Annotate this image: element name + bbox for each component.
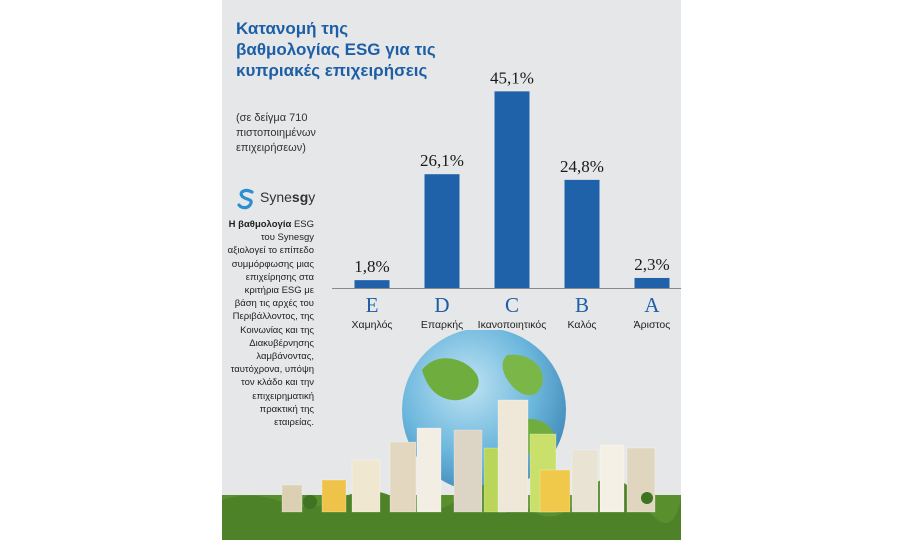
- category-letter-e: E: [366, 293, 379, 317]
- category-label-c: Ικανοποιητικός: [478, 319, 547, 330]
- value-label-c: 45,1%: [490, 68, 534, 87]
- value-label-e: 1,8%: [354, 257, 389, 276]
- chart-subtitle: (σε δείγμα 710 πιστοποιημένων επιχειρήσε…: [236, 112, 316, 154]
- synesgy-wordmark: Synesgy: [260, 189, 315, 205]
- description-body: ESG του Synesgy αξιολογεί το επίπεδο συμ…: [227, 219, 314, 429]
- bar-a: [634, 277, 670, 288]
- category-label-a: Άριστος: [634, 319, 671, 330]
- synesgy-logo: Synesgy: [234, 187, 324, 211]
- value-label-b: 24,8%: [560, 157, 604, 176]
- synesgy-s-icon: [237, 188, 254, 210]
- value-label-d: 26,1%: [420, 151, 464, 170]
- brand-name-bold: sg: [291, 189, 309, 205]
- category-letter-d: D: [434, 293, 449, 317]
- description-text: Η βαθμολογία ESG του Synesgy αξιολογεί τ…: [222, 218, 314, 429]
- infographic-panel: Κατανομή της βαθμολογίας ESG για τις κυπ…: [222, 0, 681, 540]
- description-lead: Η βαθμολογία: [228, 219, 292, 230]
- category-label-d: Επαρκής: [421, 319, 463, 330]
- chart-title: Κατανομή της βαθμολογίας ESG για τις κυπ…: [236, 19, 436, 80]
- bar-d: [424, 174, 460, 288]
- brand-name-suffix: y: [308, 189, 316, 205]
- value-label-a: 2,3%: [634, 255, 669, 274]
- category-letter-b: B: [575, 293, 589, 317]
- esg-bar-chart: 1,8% E Χαμηλός 26,1% D Επαρκής 45,1% C Ικανοποιη…: [332, 68, 681, 330]
- bar-c: [494, 91, 530, 288]
- bar-e: [354, 280, 390, 288]
- earth-city-illustration: [222, 330, 681, 540]
- category-letter-c: C: [505, 293, 519, 317]
- category-letter-a: A: [644, 293, 660, 317]
- category-label-e: Χαμηλός: [352, 319, 393, 330]
- category-label-b: Καλός: [568, 319, 597, 330]
- bar-b: [564, 179, 600, 288]
- brand-name-prefix: Syne: [260, 189, 292, 205]
